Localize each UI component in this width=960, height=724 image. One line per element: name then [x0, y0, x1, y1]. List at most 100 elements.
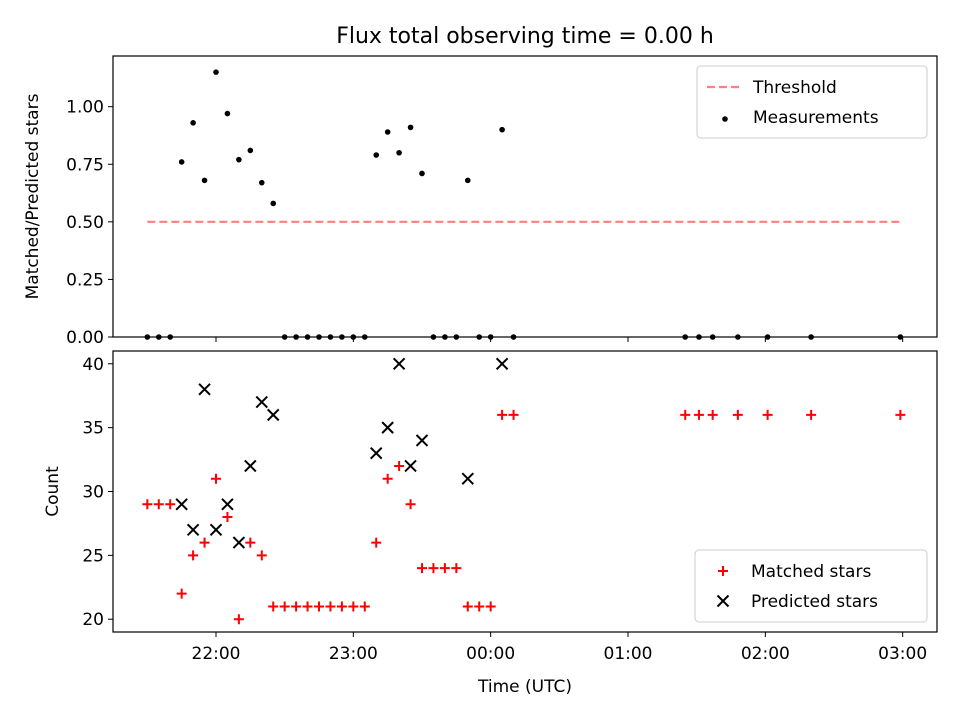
measurements-point	[419, 170, 425, 177]
measurements-point	[270, 200, 277, 207]
plot-area: 0.00 0.25 0.50 0.75 1.00 Matched/Predicted st…	[23, 55, 938, 697]
measurements-point	[510, 334, 517, 340]
matched-stars-point	[371, 537, 382, 548]
xtick-label: 01:00	[604, 644, 653, 664]
measurements-legend-swatch	[722, 116, 728, 122]
predicted-stars-point	[221, 498, 234, 511]
top-ytick-label: 0.00	[66, 328, 104, 348]
measurements-point	[442, 334, 448, 340]
matched-stars-point	[693, 409, 704, 420]
bottom-ytick-label: 30	[82, 483, 104, 503]
measurements-point	[487, 334, 494, 340]
top-ytick-label: 0.25	[66, 270, 104, 290]
top-panel: 0.00 0.25 0.50 0.75 1.00 Matched/Predicted st…	[23, 55, 938, 348]
matched-stars-point	[485, 601, 496, 612]
xlabel: Time (UTC)	[477, 677, 572, 697]
predicted-stars-point	[244, 459, 257, 473]
measurements-point	[155, 334, 162, 340]
matched-stars-point	[359, 601, 370, 612]
bottom-ytick-label: 40	[82, 355, 104, 375]
measurements-point	[735, 334, 741, 340]
matched-stars-point	[417, 563, 427, 574]
matched-stars-point	[314, 601, 324, 612]
matched-stars-point	[451, 563, 462, 574]
measurements-point	[201, 177, 208, 184]
measurements-point	[709, 334, 716, 340]
matched-stars-point	[474, 601, 485, 612]
measurements-point	[293, 334, 299, 340]
top-legend: Threshold Measurements	[696, 65, 928, 139]
measurements-point	[453, 334, 460, 340]
measurements-point	[167, 334, 174, 340]
predicted-stars-point	[186, 523, 200, 537]
predicted-stars-point	[415, 434, 429, 447]
matched-stars-point	[336, 601, 347, 612]
matched-stars-point	[188, 550, 199, 561]
threshold-legend-label: Threshold	[752, 78, 837, 98]
top-ylabel: Matched/Predicted stars	[23, 93, 43, 299]
measurements-point	[430, 334, 437, 340]
matched-stars-point	[256, 550, 267, 561]
predicted-stars-legend-label: Predicted stars	[751, 592, 878, 612]
matched-stars-point	[199, 537, 210, 548]
measurements-point	[327, 334, 334, 340]
matched-stars-point	[245, 537, 256, 548]
matched-stars-point	[508, 409, 519, 420]
matched-stars-point	[439, 563, 450, 574]
matched-stars-point	[382, 473, 393, 484]
measurements-point	[407, 124, 414, 131]
measurements-legend-label: Measurements	[753, 108, 879, 128]
matched-stars-legend-swatch	[718, 566, 728, 576]
measurements-point	[396, 149, 402, 156]
matched-stars-point	[153, 499, 164, 510]
measurements-point	[304, 334, 311, 340]
predicted-stars-point	[175, 498, 188, 511]
matched-stars-point	[405, 499, 416, 510]
matched-stars-point	[348, 601, 359, 612]
matched-stars-point	[211, 473, 221, 484]
measurements-point	[247, 147, 254, 154]
measurements-point	[682, 334, 689, 340]
matched-stars-point	[707, 409, 718, 420]
predicted-stars-point	[209, 523, 223, 537]
measurements-point	[384, 129, 391, 135]
measurements-point	[476, 334, 483, 340]
matched-stars-point	[394, 460, 405, 471]
matched-stars-point	[732, 409, 743, 420]
predicted-stars-point	[255, 395, 268, 409]
xtick-label: 00:00	[466, 644, 515, 664]
measurements-point	[178, 159, 185, 165]
measurements-point	[144, 334, 151, 340]
measurements-point	[236, 156, 242, 163]
measurements-point	[696, 334, 702, 340]
matched-stars-point	[806, 409, 817, 420]
measurements-point	[339, 334, 345, 340]
xtick-label: 02:00	[741, 644, 790, 664]
measurements-point	[213, 69, 219, 75]
xtick-label: 22:00	[192, 644, 241, 664]
matched-stars-point	[302, 601, 313, 612]
predicted-stars-point	[404, 459, 417, 473]
measurements-point	[808, 334, 814, 340]
matched-stars-point	[142, 499, 153, 510]
predicted-stars-point	[232, 536, 246, 549]
bottom-legend: Matched stars Predicted stars	[694, 549, 928, 623]
measurements-point	[190, 119, 196, 126]
bottom-legend-box	[694, 549, 928, 623]
xtick-label: 23:00	[329, 644, 378, 664]
bottom-ytick-label: 25	[82, 546, 104, 566]
predicted-stars-legend-swatch	[716, 594, 730, 608]
matched-stars-point	[325, 601, 336, 612]
top-legend-box	[696, 65, 928, 139]
matched-stars-point	[895, 409, 906, 420]
top-ytick-label: 1.00	[66, 98, 104, 118]
predicted-stars-point	[267, 408, 280, 422]
top-ytick-label: 0.50	[66, 213, 104, 233]
measurements-point	[350, 334, 357, 340]
measurements-point	[464, 177, 471, 184]
measurements-point	[316, 334, 322, 340]
matched-stars-legend-label: Matched stars	[751, 562, 871, 582]
bottom-ytick-label: 20	[82, 610, 104, 630]
bottom-panel: 20 25 30 35 40 22:00 23:00 00:00 01:00 02:00 03:00…	[43, 350, 938, 697]
